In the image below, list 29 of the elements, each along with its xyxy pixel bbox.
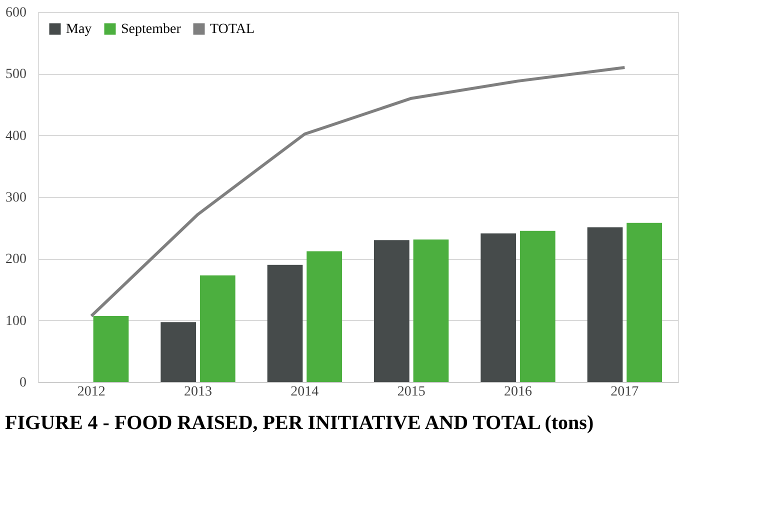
y-tick-label: 600	[6, 6, 26, 20]
bar	[520, 230, 556, 382]
text: FIGURE 4 - FOOD RAISED, PER INITIATIVE AND TOTAL (tons)	[5, 412, 594, 434]
x-tick-label: 2016	[504, 384, 532, 400]
bar	[374, 240, 410, 382]
bar	[160, 322, 196, 382]
bar	[306, 251, 342, 382]
legend-label: September	[121, 22, 182, 37]
y-tick-label: 100	[6, 314, 26, 329]
legend-label: TOTAL	[210, 22, 255, 37]
bar	[480, 233, 516, 382]
x-tick-label: 2013	[184, 384, 212, 400]
legend-label: May	[66, 22, 92, 37]
bar	[93, 316, 129, 382]
y-tick-label: 300	[6, 190, 26, 206]
bar	[413, 240, 449, 382]
bar	[200, 275, 236, 382]
line-series	[90, 66, 626, 318]
x-tick-label: 2015	[397, 384, 426, 400]
x-tick-label: 2017	[610, 384, 639, 400]
x-tick-label: 2014	[290, 384, 319, 400]
y-tick-label: 200	[6, 252, 26, 268]
y-tick-label: 400	[6, 128, 26, 144]
y-tick-label: 0	[20, 376, 26, 390]
bar	[267, 264, 303, 382]
x-tick-label: 2012	[77, 384, 106, 400]
y-tick-label: 500	[6, 67, 26, 82]
bar	[626, 222, 662, 382]
bar	[587, 227, 623, 382]
